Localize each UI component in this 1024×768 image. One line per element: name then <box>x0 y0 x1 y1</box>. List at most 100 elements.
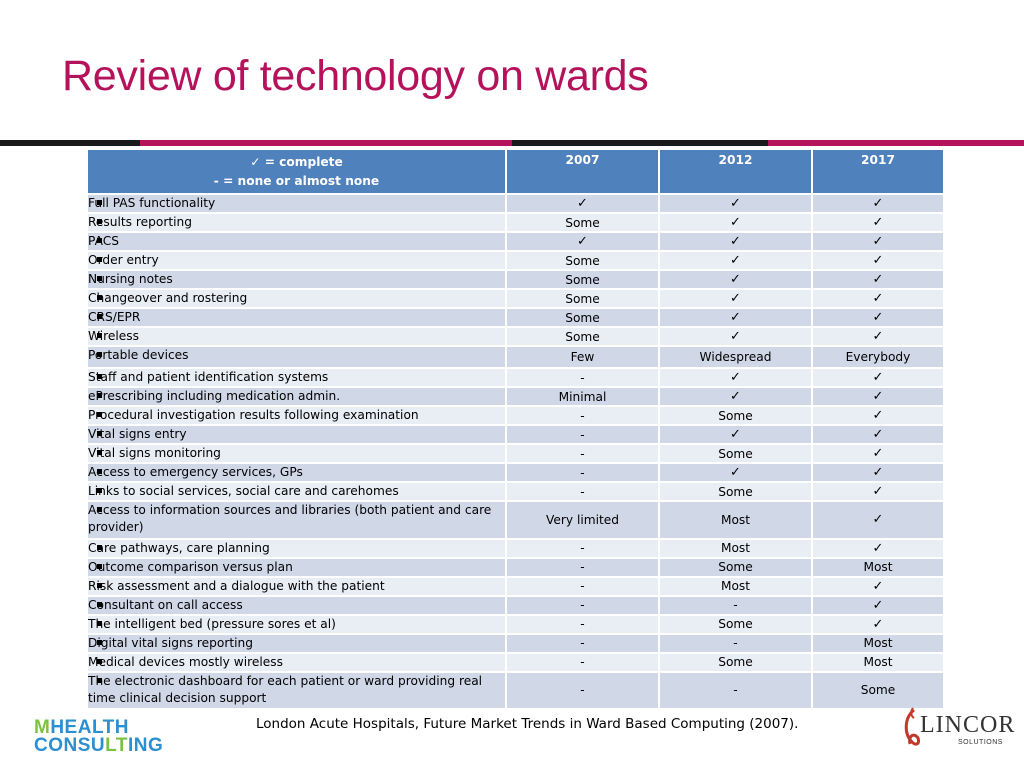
check-icon: ✓ <box>872 215 884 230</box>
cell-value: Some <box>565 329 600 344</box>
row-label-text: Portable devices <box>88 348 189 362</box>
row-label-text: Access to information sources and librar… <box>88 503 492 534</box>
bullet-icon <box>97 219 102 224</box>
cell-value: Widespread <box>699 350 772 364</box>
cell-2007: - <box>505 556 660 578</box>
cell-2017: ✓ <box>811 443 945 464</box>
bullet-icon <box>97 257 102 262</box>
cell-value: - <box>580 598 585 613</box>
table-row: Full PAS functionality ✓ ✓ ✓ <box>86 193 945 214</box>
cell-2012: ✓ <box>658 193 813 214</box>
cell-2007: - <box>505 443 660 464</box>
row-label: Risk assessment and a dialogue with the … <box>86 575 507 597</box>
bullet-icon <box>97 507 102 512</box>
cell-2017: ✓ <box>811 575 945 597</box>
table-row: Procedural investigation results followi… <box>86 405 945 426</box>
cell-2007: Some <box>505 269 660 290</box>
check-icon: ✓ <box>872 389 884 404</box>
cell-2017: ✓ <box>811 250 945 271</box>
bullet-icon <box>97 544 102 550</box>
bullet-icon <box>97 620 102 626</box>
divider-dark-left <box>0 140 140 146</box>
cell-2017: ✓ <box>811 613 945 635</box>
table-row: Vital signs entry - ✓ ✓ <box>86 424 945 445</box>
cell-value: Some <box>565 215 600 230</box>
cell-2017: Most <box>811 651 945 673</box>
table-row: Links to social services, social care an… <box>86 481 945 502</box>
cell-value: - <box>580 427 585 442</box>
row-label-text: The electronic dashboard for each patien… <box>88 673 483 705</box>
cell-2007: Some <box>505 288 660 309</box>
cell-value: - <box>733 683 738 698</box>
bullet-icon <box>97 601 102 607</box>
check-icon: ✓ <box>872 465 884 480</box>
cell-2007: Some <box>505 326 660 347</box>
cell-value: Some <box>718 617 753 632</box>
cell-2012: Widespread <box>658 345 813 369</box>
column-header-2017: 2017 <box>811 148 945 195</box>
cell-2017: Most <box>811 632 945 654</box>
cell-2017: ✓ <box>811 462 945 483</box>
check-icon: ✓ <box>872 196 884 211</box>
row-label: Procedural investigation results followi… <box>86 405 507 426</box>
table-row: PACS ✓ ✓ ✓ <box>86 231 945 252</box>
cell-value: Some <box>718 655 753 670</box>
bullet-icon <box>97 276 102 281</box>
cell-value: - <box>580 655 585 670</box>
table-row: Changeover and rostering Some ✓ ✓ <box>86 288 945 309</box>
check-icon: ✓ <box>730 310 741 325</box>
cell-2007: - <box>505 651 660 673</box>
lincor-logo: LINCOR SOLUTIONS <box>900 706 1014 752</box>
cell-2007: Minimal <box>505 386 660 407</box>
check-icon: ✓ <box>872 253 884 268</box>
cell-2007: Some <box>505 307 660 328</box>
bullet-icon <box>97 295 102 300</box>
cell-value: - <box>580 446 585 461</box>
bullet-icon <box>97 563 102 569</box>
table-row: Staff and patient identification systems… <box>86 367 945 388</box>
column-header-2007: 2007 <box>505 148 660 195</box>
bullet-icon <box>97 333 102 338</box>
table-row: Nursing notes Some ✓ ✓ <box>86 269 945 290</box>
cell-2017: ✓ <box>811 367 945 388</box>
row-label-text: Consultant on call access <box>88 597 243 612</box>
cell-2007: ✓ <box>505 193 660 214</box>
row-label: Digital vital signs reporting <box>86 632 507 654</box>
row-label: Links to social services, social care an… <box>86 481 507 502</box>
check-icon: ✓ <box>872 484 884 499</box>
table-row: Results reporting Some ✓ ✓ <box>86 212 945 233</box>
table-row: Wireless Some ✓ ✓ <box>86 326 945 347</box>
lincor-name: LINCOR <box>920 712 1016 738</box>
row-label: ePrescribing including medication admin. <box>86 386 507 407</box>
logo-text: M <box>34 717 51 738</box>
table-row: Access to information sources and librar… <box>86 500 945 540</box>
cell-2012: Some <box>658 556 813 578</box>
page-title: Review of technology on wards <box>62 52 649 100</box>
cell-2012: ✓ <box>658 307 813 328</box>
row-label-text: Order entry <box>88 253 159 267</box>
technology-table: ✓ = complete - = none or almost none 200… <box>86 148 945 711</box>
cell-2017: ✓ <box>811 424 945 445</box>
cell-2012: Some <box>658 443 813 464</box>
check-icon: ✓ <box>872 370 884 385</box>
row-label-text: Staff and patient identification systems <box>88 370 329 384</box>
cell-2017: Most <box>811 556 945 578</box>
check-icon: ✓ <box>730 272 741 287</box>
bullet-icon <box>97 450 102 455</box>
check-icon: ✓ <box>872 408 884 423</box>
cell-value: - <box>580 579 585 594</box>
bullet-icon <box>97 431 102 436</box>
bullet-icon <box>97 314 102 319</box>
row-label: Nursing notes <box>86 269 507 290</box>
check-icon: ✓ <box>730 370 741 385</box>
cell-2012: - <box>658 594 813 616</box>
cell-value: Most <box>720 579 751 594</box>
check-icon: ✓ <box>872 310 884 325</box>
check-icon: ✓ <box>730 291 741 306</box>
table-header-row: ✓ = complete - = none or almost none 200… <box>86 148 945 195</box>
logo-text: HEALTH <box>50 717 129 738</box>
cell-2007: Very limited <box>505 500 660 540</box>
cell-value: Very limited <box>545 512 620 527</box>
cell-2012: ✓ <box>658 367 813 388</box>
row-label: Outcome comparison versus plan <box>86 556 507 578</box>
